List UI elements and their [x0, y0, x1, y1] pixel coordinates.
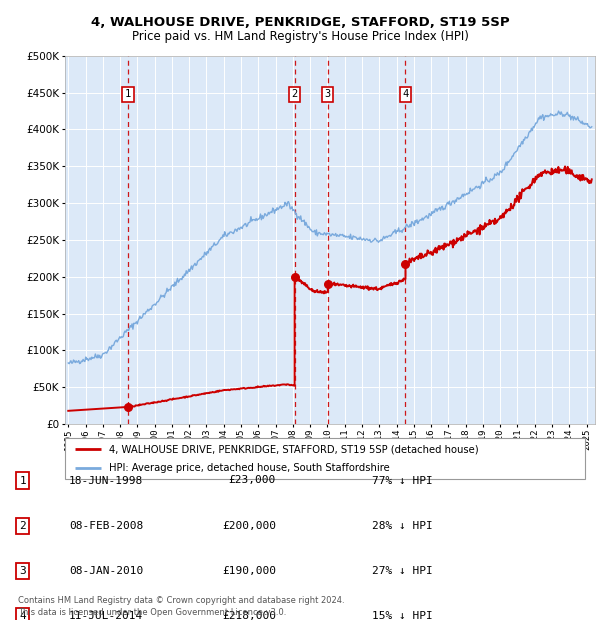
Text: 2: 2 [292, 89, 298, 99]
Text: 4: 4 [403, 89, 409, 99]
Text: 28% ↓ HPI: 28% ↓ HPI [372, 521, 433, 531]
Text: 1: 1 [125, 89, 131, 99]
Text: 08-JAN-2010: 08-JAN-2010 [69, 566, 143, 576]
Text: 18-JUN-1998: 18-JUN-1998 [69, 476, 143, 485]
Text: HPI: Average price, detached house, South Staffordshire: HPI: Average price, detached house, Sout… [109, 463, 390, 473]
Point [401, 259, 410, 268]
Point [323, 279, 332, 289]
Text: 1: 1 [19, 476, 26, 485]
Text: 4, WALHOUSE DRIVE, PENKRIDGE, STAFFORD, ST19 5SP (detached house): 4, WALHOUSE DRIVE, PENKRIDGE, STAFFORD, … [109, 444, 479, 454]
Text: £190,000: £190,000 [222, 566, 276, 576]
Text: 77% ↓ HPI: 77% ↓ HPI [372, 476, 433, 485]
Text: 4, WALHOUSE DRIVE, PENKRIDGE, STAFFORD, ST19 5SP: 4, WALHOUSE DRIVE, PENKRIDGE, STAFFORD, … [91, 16, 509, 29]
Text: 08-FEB-2008: 08-FEB-2008 [69, 521, 143, 531]
Text: 2: 2 [19, 521, 26, 531]
Text: 11-JUL-2014: 11-JUL-2014 [69, 611, 143, 620]
Text: £23,000: £23,000 [229, 476, 276, 485]
Text: 27% ↓ HPI: 27% ↓ HPI [372, 566, 433, 576]
Text: £200,000: £200,000 [222, 521, 276, 531]
Text: 3: 3 [19, 566, 26, 576]
Text: 15% ↓ HPI: 15% ↓ HPI [372, 611, 433, 620]
FancyBboxPatch shape [65, 438, 585, 479]
Point [123, 402, 133, 412]
Text: Contains HM Land Registry data © Crown copyright and database right 2024.
This d: Contains HM Land Registry data © Crown c… [18, 596, 344, 617]
Text: £218,000: £218,000 [222, 611, 276, 620]
Text: Price paid vs. HM Land Registry's House Price Index (HPI): Price paid vs. HM Land Registry's House … [131, 30, 469, 43]
Text: 3: 3 [325, 89, 331, 99]
Point [290, 272, 299, 281]
Text: 4: 4 [19, 611, 26, 620]
